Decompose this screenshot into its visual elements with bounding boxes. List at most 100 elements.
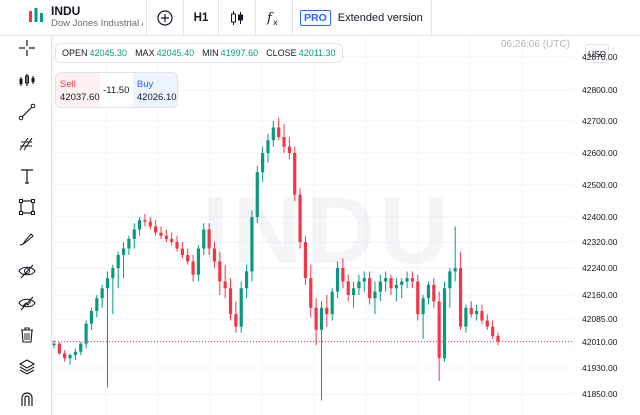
candle-body — [469, 307, 473, 315]
ohlc-legend: OPEN 42045.30 MAX 42045.40 MIN 41997.60 … — [55, 43, 343, 63]
candle-body — [228, 288, 233, 315]
candle-body — [384, 278, 388, 282]
price-axis[interactable]: USD 42870.00 42800.00 42700.00 42600.00 4250… — [574, 36, 640, 415]
candle-body — [437, 301, 441, 359]
toolbar-divider — [292, 0, 293, 36]
price-tick-label: 42010.00 — [582, 337, 618, 347]
candle-body — [410, 278, 415, 282]
interval-button[interactable]: H1 — [193, 11, 209, 24]
crosshair-icon — [19, 40, 35, 56]
trend-line-tool-button[interactable] — [17, 102, 37, 122]
candle-body — [491, 326, 495, 336]
candle-body — [266, 140, 270, 153]
rectangle-tool-button[interactable] — [17, 197, 37, 217]
sell-button[interactable]: Sell 42037.60 — [56, 73, 100, 107]
price-tick-label: 42320.00 — [582, 237, 618, 247]
candle-body — [223, 281, 227, 289]
close-label: CLOSE — [266, 48, 297, 58]
delete-drawings-button[interactable] — [17, 325, 37, 345]
extended-version-button[interactable]: PRO Extended version — [293, 0, 431, 36]
candle-body — [298, 194, 302, 242]
fib-tool-button[interactable] — [17, 134, 37, 154]
candle-body — [475, 311, 479, 315]
buy-button[interactable]: Buy 42026.10 — [132, 73, 177, 107]
candle-body — [319, 307, 324, 330]
candle-body — [261, 153, 265, 173]
hide-drawings-icon — [18, 264, 36, 279]
toolbar-divider — [183, 0, 184, 36]
spread-value: -11.50 — [103, 84, 130, 96]
candle-body — [244, 271, 249, 289]
crosshair-tool-button[interactable] — [17, 38, 37, 58]
candle-body — [186, 255, 190, 262]
price-tick-label: 42600.00 — [582, 148, 618, 158]
symbol-selector[interactable]: INDU Dow Jones Industrial Ave — [0, 0, 146, 36]
candle-body — [400, 281, 404, 285]
candle-body — [175, 242, 179, 249]
candle-body — [239, 288, 243, 327]
candle-body — [293, 153, 297, 195]
hide-indicators-button[interactable] — [17, 293, 37, 313]
candle-body — [373, 291, 377, 299]
magnet-button[interactable] — [17, 389, 37, 409]
toolbar-divider — [430, 0, 432, 36]
candle-body — [105, 278, 110, 289]
indicators-icon: f x — [266, 11, 278, 26]
open-label: OPEN — [62, 48, 88, 58]
candle-body — [127, 238, 131, 249]
candle-body — [196, 248, 201, 275]
chart-pane[interactable]: INDU OPEN 42045.30 MAX 42045.40 MIN 4199… — [52, 36, 588, 415]
candle-body — [287, 146, 291, 153]
candle-body — [100, 288, 104, 299]
brush-tool-button[interactable] — [17, 229, 37, 249]
candle-body — [218, 261, 222, 282]
sell-price: 42037.60 — [60, 92, 100, 103]
tick-chart-tool-button[interactable] — [17, 70, 37, 90]
hide-drawings-button[interactable] — [17, 261, 37, 281]
candle-body — [137, 220, 142, 230]
buy-price: 42026.10 — [136, 92, 177, 103]
fib-icon — [19, 137, 33, 151]
candle-body — [84, 323, 88, 344]
max-value: 42045.40 — [156, 48, 195, 58]
price-tick-label: 42400.00 — [582, 212, 618, 222]
candle-body — [143, 220, 147, 222]
candle-body — [95, 298, 99, 311]
candle-body — [330, 291, 334, 315]
sell-label: Sell — [60, 79, 76, 90]
candle-body — [207, 229, 211, 249]
add-symbol-button[interactable] — [147, 0, 183, 36]
min-value: 41997.60 — [220, 48, 259, 58]
text-tool-button[interactable] — [17, 166, 37, 186]
candle-body — [426, 284, 431, 299]
candle-body — [250, 217, 254, 272]
candle-body — [362, 278, 366, 282]
candle-body — [132, 229, 136, 239]
candle-body — [464, 307, 468, 327]
candle-body — [57, 343, 61, 354]
svg-text:x: x — [273, 18, 278, 26]
candle-body — [496, 335, 500, 342]
toolbar-divider — [218, 0, 219, 36]
tick-chart-icon — [19, 74, 35, 86]
indicators-button[interactable]: f x — [256, 0, 292, 36]
candle-body — [448, 271, 452, 289]
price-tick-label: 41930.00 — [582, 363, 618, 373]
candle-body — [212, 248, 217, 262]
candle-body — [325, 307, 329, 315]
candle-body — [202, 229, 206, 249]
candle-body — [164, 235, 168, 239]
candle-body — [303, 242, 308, 279]
candle-body — [73, 351, 77, 355]
layers-button[interactable] — [17, 357, 37, 377]
chart-type-button[interactable] — [219, 0, 255, 36]
candle-body — [180, 248, 184, 255]
currency-button[interactable]: USD — [585, 44, 609, 63]
layers-icon — [18, 359, 36, 375]
candle-body — [277, 127, 281, 137]
candle-body — [159, 232, 163, 236]
pro-badge: PRO — [300, 9, 331, 26]
svg-text:f: f — [266, 11, 274, 26]
symbol-full-name: Dow Jones Industrial Ave — [51, 17, 143, 29]
